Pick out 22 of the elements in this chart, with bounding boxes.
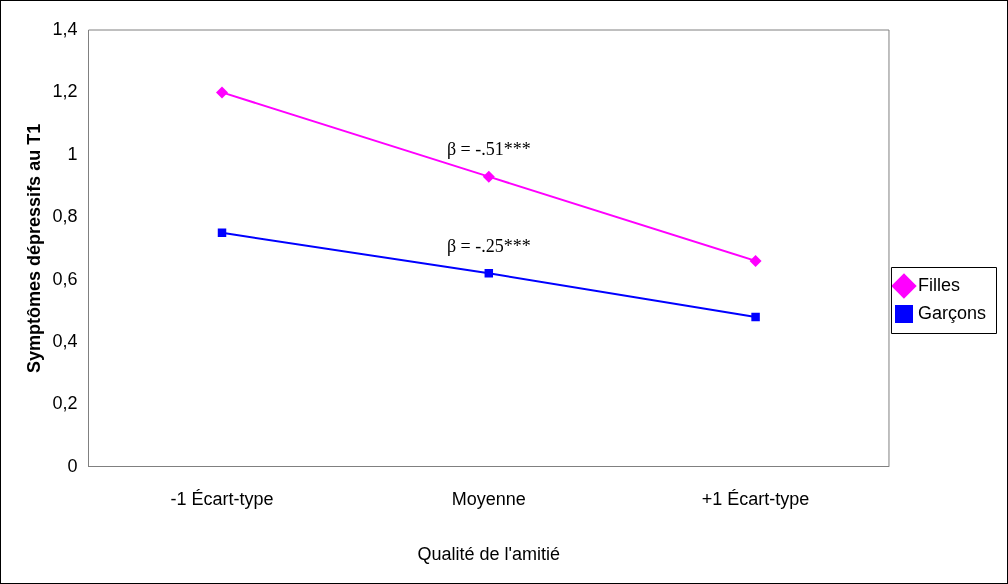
point [749, 254, 762, 267]
point [484, 269, 494, 278]
y-tick-label: 0 [67, 455, 78, 476]
point [751, 312, 760, 322]
point [216, 86, 229, 99]
y-tick-label: 0,6 [52, 268, 78, 289]
x-tick-label: +1 Écart-type [701, 488, 810, 509]
y-axis-title: Symptômes dépressifs au T1 [23, 123, 44, 373]
y-tick-label: 1,2 [52, 81, 78, 102]
x-axis-title: Qualité de l'amitié [417, 544, 561, 565]
x-tick-label: Moyenne [451, 488, 526, 509]
y-tick-label: 0,2 [52, 393, 78, 414]
y-tick-label: 1 [67, 143, 78, 164]
annotation: β = -.51*** [446, 139, 531, 160]
legend-label: Garçons [917, 302, 986, 323]
legend-label: Filles [917, 274, 960, 295]
annotation: β = -.25*** [446, 236, 531, 257]
y-tick-label: 0,8 [52, 206, 78, 227]
x-tick-label: -1 Écart-type [170, 488, 274, 509]
y-tick-label: 1,4 [52, 18, 78, 39]
y-tick-label: 0,4 [52, 330, 78, 351]
point [482, 170, 495, 183]
